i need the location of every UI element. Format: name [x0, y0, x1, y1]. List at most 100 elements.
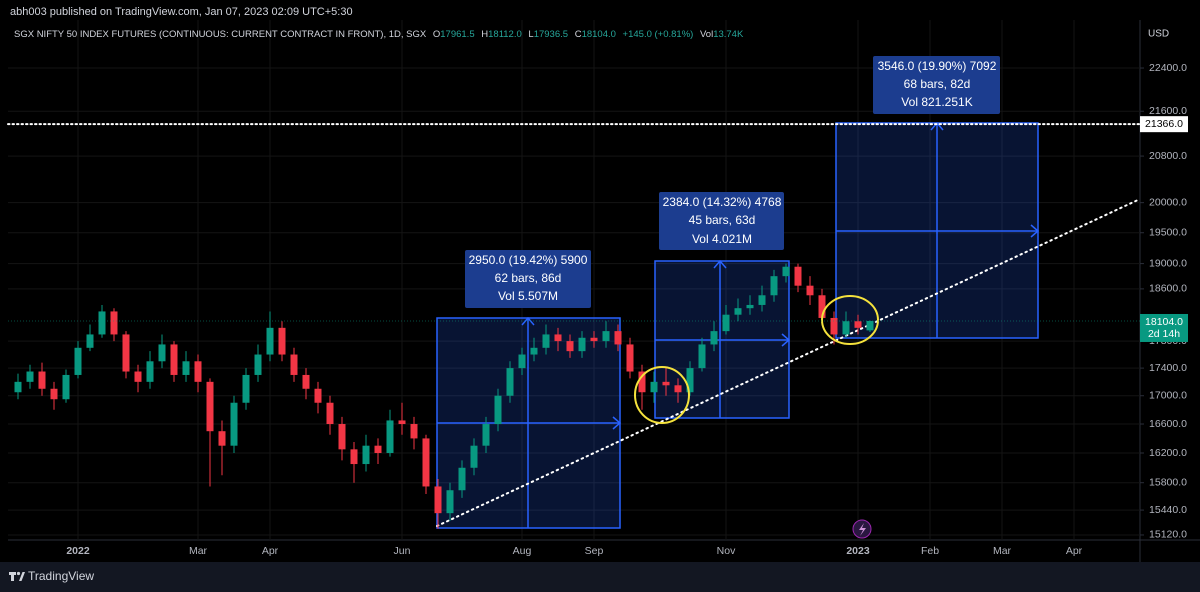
candle-body	[482, 424, 490, 446]
tv-logo	[9, 571, 25, 581]
currency: USD	[1148, 29, 1169, 40]
measure-text: 2384.0 (14.32%) 4768	[663, 195, 782, 209]
logo-part	[9, 572, 16, 575]
legend: SGX NIFTY 50 INDEX FUTURES (CONTINUOUS: …	[14, 29, 744, 40]
legend-key: C	[575, 29, 582, 40]
candle-body	[374, 445, 382, 453]
candle-body	[542, 334, 550, 348]
y-tick-label: 21600.0	[1149, 105, 1187, 117]
arrow-head	[521, 316, 535, 326]
candle-body	[146, 361, 154, 382]
arrow-head	[930, 121, 944, 131]
measure-text: 3546.0 (19.90%) 7092	[878, 59, 997, 73]
candle-body	[494, 395, 502, 425]
candle-body	[338, 424, 346, 450]
candle-body	[590, 337, 598, 342]
candle-body	[518, 354, 526, 369]
candle-body	[758, 295, 766, 305]
measure-text: Vol 5.507M	[498, 289, 558, 303]
y-tick-label: 19500.0	[1149, 227, 1187, 239]
measure-text: 68 bars, 82d	[904, 77, 971, 91]
candle-body	[710, 331, 718, 345]
candle-body	[194, 361, 202, 382]
candle-body	[458, 467, 466, 491]
y-tick-label: 17000.0	[1149, 390, 1187, 402]
x-tick-label: Feb	[921, 545, 939, 557]
candle-body	[506, 368, 514, 396]
candle-body	[614, 331, 622, 345]
measure-label-box	[873, 56, 1000, 114]
legend-value: 18104.0	[582, 29, 616, 40]
candle-body	[266, 327, 274, 355]
candle-body	[254, 354, 262, 375]
logo-part	[11, 575, 14, 581]
candle-body	[782, 266, 790, 277]
x-tick-label: 2023	[846, 545, 870, 557]
last-price-label: 18104.0	[1145, 316, 1183, 328]
candle-body	[818, 295, 826, 318]
candle-body	[122, 334, 130, 372]
footer-bar	[0, 562, 1200, 592]
candle-body	[290, 354, 298, 375]
candle-body	[302, 374, 310, 389]
y-tick-label: 19000.0	[1149, 257, 1187, 269]
candle-body	[230, 402, 238, 446]
candle-body	[722, 314, 730, 332]
measure-text: 2950.0 (19.42%) 5900	[469, 253, 588, 267]
countdown-label: 2d 14h	[1148, 328, 1180, 340]
candle-body	[770, 276, 778, 296]
candle-body	[674, 385, 682, 393]
candle-body	[830, 317, 838, 335]
arrow-head	[612, 416, 622, 430]
x-tick-label: Apr	[1066, 545, 1083, 557]
candle-body	[242, 374, 250, 403]
publisher: abh003 published on TradingView.com, Jan…	[10, 6, 353, 18]
candle-body	[554, 334, 562, 342]
highlight-circle	[821, 295, 879, 345]
candle-body	[530, 347, 538, 355]
legend-value: 13.74K	[713, 29, 744, 40]
x-tick-label: 2022	[66, 545, 90, 557]
candle-body	[866, 320, 874, 331]
candle-body	[806, 285, 814, 296]
measure-box	[436, 121, 1040, 529]
logo-part	[19, 572, 25, 581]
candles	[14, 263, 874, 529]
legend-change: +145.0 (+0.81%)	[623, 29, 694, 40]
y-tick-label: 22400.0	[1149, 62, 1187, 74]
x-tick-label: Mar	[189, 545, 208, 557]
candle-body	[854, 321, 862, 328]
symbol: SGX NIFTY 50 INDEX FUTURES (CONTINUOUS: …	[14, 29, 427, 40]
lightning	[859, 523, 866, 536]
legend-value: 17936.5	[534, 29, 568, 40]
logo-part	[16, 571, 21, 576]
price-label-box	[1140, 116, 1188, 133]
candle-body	[386, 420, 394, 453]
candle-body	[398, 420, 406, 425]
measure-text: 62 bars, 86d	[495, 271, 562, 285]
candle-body	[134, 371, 142, 382]
arrow-head	[1030, 224, 1040, 238]
candle-body	[566, 341, 574, 352]
price-label: 21366.0	[1145, 118, 1183, 130]
candle-body	[38, 371, 46, 389]
candle-body	[626, 344, 634, 372]
candle-body	[794, 266, 802, 286]
y-tick-label: 17400.0	[1149, 362, 1187, 374]
candle-body	[446, 490, 454, 514]
measure-label-box	[465, 250, 591, 308]
candle-body	[842, 321, 850, 335]
arrow-head	[713, 259, 727, 269]
legend-value: 18112.0	[488, 29, 522, 40]
footer-brand: TradingView	[28, 569, 94, 583]
candle-body	[410, 424, 418, 439]
candle-body	[422, 438, 430, 487]
candle-body	[74, 347, 82, 375]
legend-key: O	[433, 29, 440, 40]
candle-body	[650, 381, 658, 393]
candle-body	[326, 402, 334, 425]
measure-text: Vol 4.021M	[692, 232, 752, 246]
candle-body	[50, 388, 58, 400]
candle-body	[470, 445, 478, 468]
